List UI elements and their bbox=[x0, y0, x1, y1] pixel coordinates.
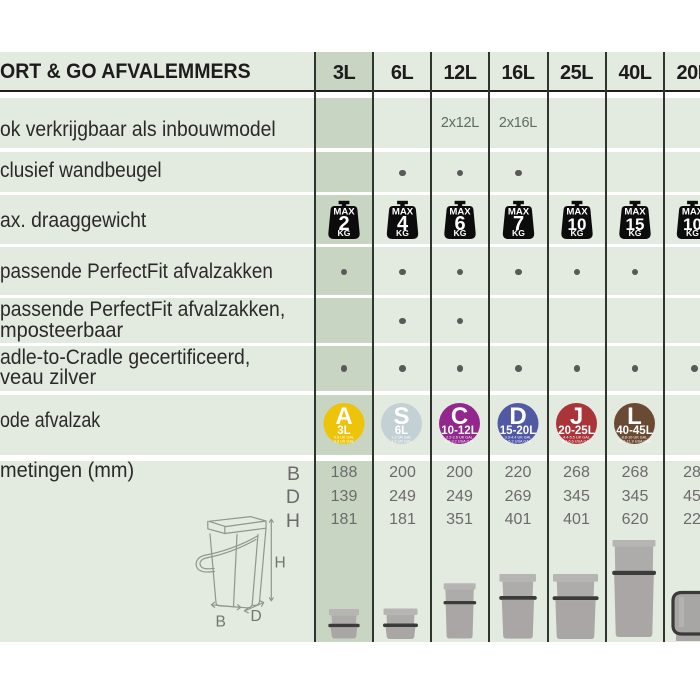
svg-text:8.8-10 UK GAL: 8.8-10 UK GAL bbox=[622, 436, 648, 440]
svg-text:4.4-5.5 UK GAL: 4.4-5.5 UK GAL bbox=[563, 436, 590, 440]
svg-text:10.6-11.9 USA GAL: 10.6-11.9 USA GAL bbox=[618, 440, 651, 444]
svg-text:1.3 UK GAL: 1.3 UK GAL bbox=[391, 436, 411, 440]
svg-text:J: J bbox=[570, 403, 583, 430]
svg-text:A: A bbox=[335, 403, 352, 430]
svg-text:C: C bbox=[451, 403, 468, 430]
svg-text:7: 7 bbox=[513, 213, 524, 235]
svg-text:6L: 6L bbox=[395, 425, 408, 437]
svg-text:4: 4 bbox=[397, 213, 409, 235]
svg-text:S: S bbox=[393, 403, 409, 430]
svg-text:H: H bbox=[275, 555, 286, 572]
svg-text:10-12L: 10-12L bbox=[441, 425, 477, 437]
svg-text:0.8 UK GAL: 0.8 UK GAL bbox=[334, 436, 354, 440]
svg-text:D: D bbox=[251, 608, 262, 625]
svg-text:15: 15 bbox=[626, 215, 645, 234]
svg-text:2.6-3.2 USA GAL: 2.6-3.2 USA GAL bbox=[445, 440, 474, 444]
svg-text:D: D bbox=[509, 403, 526, 430]
svg-text:5.3-6.6 USA GAL: 5.3-6.6 USA GAL bbox=[562, 440, 591, 444]
svg-text:1.6 US GAL: 1.6 US GAL bbox=[391, 440, 411, 444]
svg-text:6: 6 bbox=[454, 213, 465, 235]
svg-text:15-20L: 15-20L bbox=[500, 425, 536, 437]
svg-text:3L: 3L bbox=[337, 425, 350, 437]
svg-text:20-25L: 20-25L bbox=[558, 425, 594, 437]
svg-text:2.2-2.6 UK GAL: 2.2-2.6 UK GAL bbox=[446, 436, 473, 440]
svg-text:3.3-4.4 UK GAL: 3.3-4.4 UK GAL bbox=[505, 436, 532, 440]
svg-text:2: 2 bbox=[338, 213, 349, 235]
svg-text:L: L bbox=[627, 403, 642, 430]
svg-text:B: B bbox=[216, 614, 226, 631]
svg-text:40-45L: 40-45L bbox=[616, 425, 652, 437]
svg-text:0.8 US GAL: 0.8 US GAL bbox=[334, 440, 354, 444]
svg-text:10: 10 bbox=[683, 215, 700, 234]
svg-text:4-5.3 USA GAL: 4-5.3 USA GAL bbox=[505, 440, 531, 444]
svg-text:10: 10 bbox=[568, 215, 587, 234]
